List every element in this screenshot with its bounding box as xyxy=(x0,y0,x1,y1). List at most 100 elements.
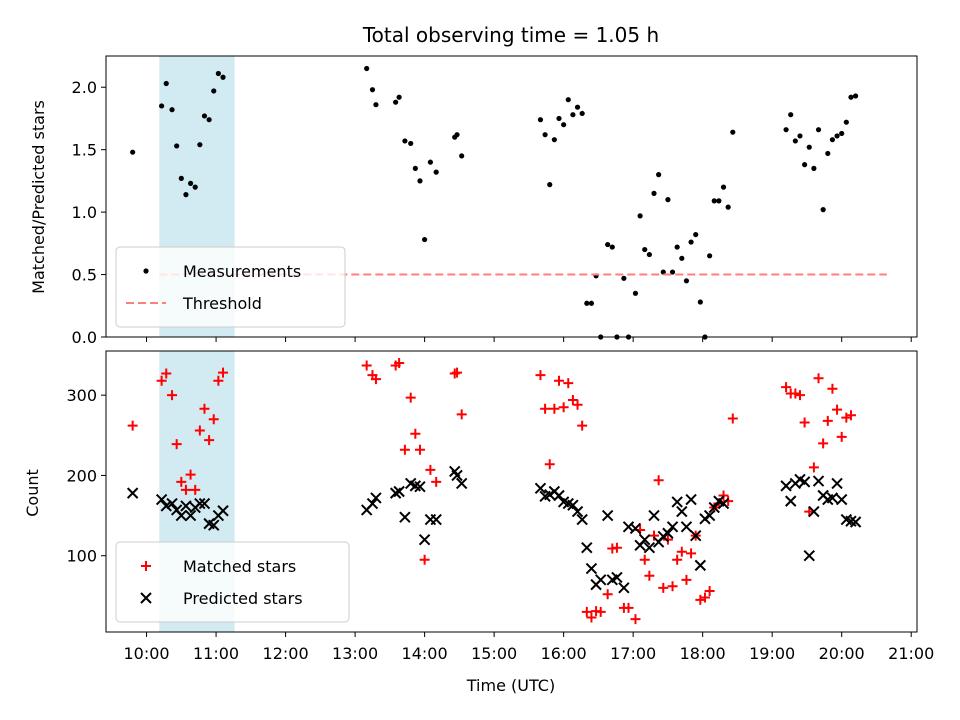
matched-star-point xyxy=(171,439,182,450)
matched-star-point xyxy=(639,554,650,565)
predicted-star-point xyxy=(455,477,468,490)
matched-star-point xyxy=(577,420,588,431)
matched-star-point xyxy=(572,399,583,410)
measurement-point xyxy=(802,162,808,168)
measurement-point xyxy=(843,119,849,125)
legend-label: Measurements xyxy=(183,262,301,281)
predicted-star-point xyxy=(451,469,463,482)
matched-star-point xyxy=(822,415,833,426)
matched-star-point xyxy=(456,409,467,420)
measurement-point xyxy=(459,153,465,159)
matched-star-point xyxy=(410,428,421,439)
predicted-star-point xyxy=(160,500,172,512)
measurement-point xyxy=(396,94,402,100)
matched-star-point xyxy=(361,360,372,371)
matched-star-point xyxy=(540,403,551,414)
measurement-point xyxy=(159,103,165,109)
measurement-point xyxy=(163,80,169,87)
predicted-star-point xyxy=(414,480,426,493)
predicted-star-point xyxy=(389,487,402,499)
predicted-star-point xyxy=(648,509,660,522)
legend-marker xyxy=(143,268,149,274)
measurement-point xyxy=(556,115,562,122)
matched-star-point xyxy=(419,554,430,565)
top-legend-box xyxy=(115,246,346,328)
measurement-point xyxy=(537,117,544,123)
measurement-point xyxy=(697,299,703,305)
measurement-point xyxy=(665,197,671,203)
measurement-point xyxy=(574,104,581,110)
matched-star-point xyxy=(563,378,574,389)
measurement-point xyxy=(417,178,423,184)
matched-star-point xyxy=(845,410,856,421)
predicted-star-point xyxy=(184,509,197,522)
predicted-star-point xyxy=(581,541,593,554)
predicted-star-point xyxy=(576,513,588,526)
predicted-star-point xyxy=(217,505,229,517)
bottom-ytick-label: 300 xyxy=(66,386,97,405)
measurement-point xyxy=(621,275,627,281)
matched-star-point xyxy=(832,404,843,415)
legend-marker xyxy=(141,561,151,571)
measurement-point xyxy=(646,251,652,258)
top-ytick-label: 1.0 xyxy=(72,203,97,222)
measurement-point xyxy=(402,138,408,144)
matched-star-point xyxy=(199,403,210,414)
measurement-point xyxy=(792,138,798,144)
matched-star-point xyxy=(213,375,224,386)
measurement-point xyxy=(433,169,439,175)
xtick-label: 14:00 xyxy=(402,644,448,663)
predicted-star-point xyxy=(690,529,702,542)
top-panel: 0.0 0.5 1.0 1.5 2.0 Measurements Threshold xyxy=(72,55,918,347)
matched-star-point xyxy=(586,612,597,623)
predicted-star-point xyxy=(717,497,730,510)
predicted-star-point xyxy=(812,475,825,487)
measurement-point xyxy=(720,184,727,190)
measurement-point xyxy=(551,137,557,143)
matched-star-point xyxy=(567,394,578,405)
measurement-point xyxy=(178,175,184,181)
xtick-label: 13:00 xyxy=(332,644,378,663)
measurement-point xyxy=(542,132,548,138)
measurement-point xyxy=(584,300,590,306)
predicted-star-point xyxy=(126,487,139,499)
measurement-point xyxy=(811,165,817,171)
matched-star-point xyxy=(176,476,187,487)
measurement-point xyxy=(579,110,585,117)
measurement-point xyxy=(788,112,794,118)
predicted-star-point xyxy=(370,492,382,504)
measurement-point xyxy=(454,132,460,138)
matched-star-point xyxy=(781,382,792,393)
measurement-point xyxy=(215,70,221,77)
matched-star-point xyxy=(425,464,436,475)
bottom-legend-box xyxy=(115,541,350,623)
bottom-ytick-label: 200 xyxy=(66,466,97,485)
measurement-point xyxy=(169,107,175,113)
top-ytick-label: 1.5 xyxy=(72,141,97,160)
matched-star-point xyxy=(818,438,829,449)
matched-star-point xyxy=(653,475,664,486)
predicted-star-point xyxy=(595,574,607,586)
predicted-star-point xyxy=(808,505,820,518)
predicted-star-point xyxy=(639,533,651,546)
matched-star-point xyxy=(623,602,634,613)
matched-star-point xyxy=(704,586,715,597)
measurement-point xyxy=(674,244,680,250)
predicted-star-point xyxy=(662,527,674,539)
matched-star-point xyxy=(185,469,196,480)
predicted-star-point xyxy=(180,500,192,512)
measurement-point xyxy=(206,117,212,123)
matched-star-point xyxy=(649,530,660,541)
matched-star-point xyxy=(808,462,819,473)
bottom-xlabel: Time (UTC) xyxy=(466,676,555,695)
matched-star-point xyxy=(535,370,546,381)
bottom-ytick-label: 100 xyxy=(66,547,97,566)
matched-star-point xyxy=(414,444,425,455)
matched-star-point xyxy=(727,413,738,424)
matched-star-point xyxy=(681,574,692,585)
matched-star-point xyxy=(658,582,669,593)
matched-star-point xyxy=(554,375,565,386)
top-legend: Measurements Threshold xyxy=(115,246,346,328)
measurement-point xyxy=(806,144,812,150)
